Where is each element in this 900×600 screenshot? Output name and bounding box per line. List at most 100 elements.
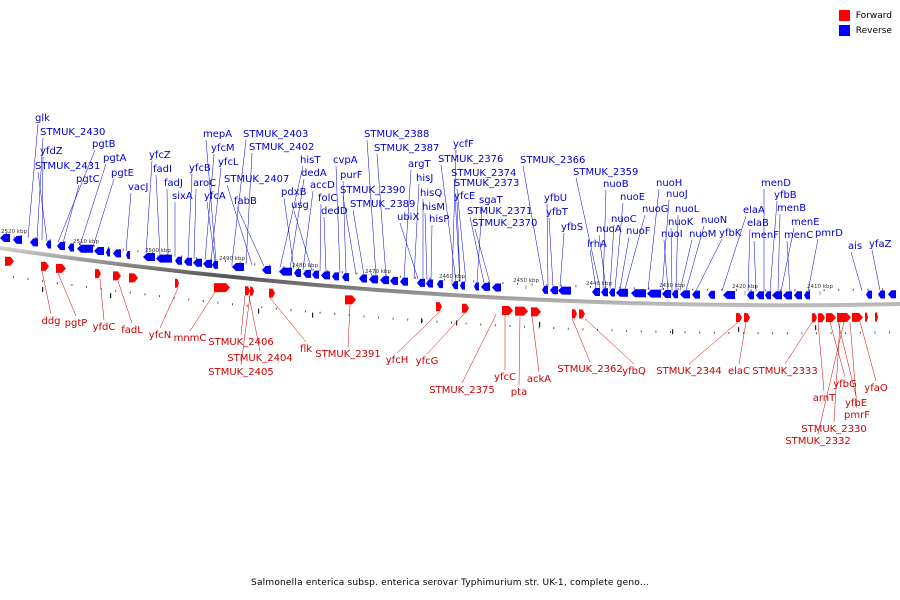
reverse-leader xyxy=(546,203,549,287)
forward-gene-label: arnT xyxy=(813,393,836,404)
reverse-gene-label: nuoE xyxy=(620,192,645,203)
reverse-leader xyxy=(319,203,322,272)
reverse-gene-label: nuoG xyxy=(642,204,669,215)
minor-tick xyxy=(258,308,260,314)
forward-leader xyxy=(347,304,351,348)
forward-gene-label: STMUK_2344 xyxy=(656,366,721,377)
forward-gene-arrow xyxy=(865,312,868,322)
reverse-leader xyxy=(92,178,115,247)
forward-gene-arrow xyxy=(852,312,863,322)
minor-tick xyxy=(71,284,73,287)
legend-forward-label: Forward xyxy=(855,10,892,21)
reverse-leader xyxy=(609,224,615,289)
reverse-gene-label: STMUK_2370 xyxy=(472,218,537,229)
reverse-gene-arrow xyxy=(460,281,465,290)
minor-tick xyxy=(728,331,730,334)
reverse-gene-arrow xyxy=(369,275,378,284)
reverse-leader xyxy=(430,224,433,280)
reverse-leader xyxy=(453,178,461,282)
reverse-gene-label: pgtC xyxy=(76,174,100,185)
reverse-gene-label: STMUK_2388 xyxy=(364,129,429,140)
forward-gene-label: yfaO xyxy=(864,383,888,394)
reverse-leader xyxy=(598,234,607,289)
scale-label: 2470 kbp xyxy=(365,269,391,275)
reverse-gene-arrow xyxy=(481,282,490,291)
reverse-gene-label: hisM xyxy=(422,202,445,213)
reverse-leader xyxy=(293,210,313,271)
reverse-gene-label: ais xyxy=(848,241,862,252)
reverse-gene-label: aroC xyxy=(193,178,216,189)
minor-tick xyxy=(786,332,788,335)
reverse-leader xyxy=(226,184,253,266)
minor-tick xyxy=(42,286,44,292)
forward-gene-arrow xyxy=(175,278,179,288)
minor-tick xyxy=(305,310,306,313)
reverse-leader xyxy=(204,153,215,261)
reverse-gene-label: hisJ xyxy=(416,173,433,184)
forward-leader xyxy=(396,311,441,354)
reverse-leader xyxy=(777,213,781,292)
minor-tick xyxy=(801,332,803,335)
reverse-leader xyxy=(376,153,387,277)
forward-gene-arrow xyxy=(736,313,742,323)
reverse-leader xyxy=(413,183,420,279)
forward-gene-arrow xyxy=(95,269,101,279)
reverse-leader xyxy=(769,200,778,292)
forward-gene-arrow xyxy=(579,309,585,319)
reverse-gene-arrow xyxy=(631,289,646,298)
reverse-gene-label: folC xyxy=(318,193,337,204)
minor-tick xyxy=(713,331,715,334)
minor-tick xyxy=(86,286,87,289)
reverse-leader xyxy=(403,169,412,278)
minor-tick xyxy=(465,322,467,325)
forward-leader xyxy=(189,292,216,332)
reverse-gene-label: yfbK xyxy=(719,228,742,239)
minor-tick xyxy=(275,307,277,310)
reverse-gene-arrow xyxy=(647,289,661,298)
reverse-leader xyxy=(41,156,44,240)
minor-tick xyxy=(882,288,883,291)
minor-tick xyxy=(392,317,394,320)
reverse-gene-label: yfaZ xyxy=(869,239,892,250)
reverse-gene-label: menE xyxy=(791,217,820,228)
reverse-leader xyxy=(522,165,545,287)
reverse-gene-label: STMUK_2387 xyxy=(374,143,439,154)
forward-leader xyxy=(99,278,105,321)
minor-tick xyxy=(721,288,723,291)
forward-gene-label: yfdC xyxy=(93,322,116,333)
minor-tick xyxy=(874,331,876,334)
reverse-gene-label: hisT xyxy=(300,155,321,166)
minor-tick xyxy=(27,277,29,280)
minor-tick xyxy=(436,320,438,323)
reverse-leader xyxy=(456,188,467,282)
reverse-gene-label: hisP xyxy=(429,214,449,225)
minor-tick xyxy=(757,332,759,335)
minor-tick xyxy=(677,288,679,291)
minor-tick xyxy=(736,289,737,292)
forward-gene-arrow xyxy=(345,295,356,305)
reverse-gene-arrow xyxy=(232,262,244,271)
forward-gene-label: elaC xyxy=(728,366,750,377)
reverse-gene-arrow xyxy=(765,291,771,300)
reverse-gene-arrow xyxy=(723,290,735,299)
minor-tick xyxy=(823,289,825,292)
reverse-gene-label: lrhA xyxy=(587,239,607,250)
reverse-leader xyxy=(575,177,601,289)
scale-label: 2520 kbp xyxy=(1,229,27,235)
reverse-gene-arrow xyxy=(452,281,458,290)
reverse-leader xyxy=(399,222,419,279)
reverse-leader xyxy=(661,199,670,290)
reverse-leader xyxy=(125,192,132,252)
reverse-leader xyxy=(193,188,197,259)
forward-gene-arrow xyxy=(56,263,66,273)
reverse-gene-label: yfbT xyxy=(546,207,569,218)
reverse-leader xyxy=(37,171,48,241)
reverse-leader xyxy=(145,160,153,254)
genome-backbone xyxy=(0,246,900,308)
minor-tick xyxy=(684,331,686,334)
reverse-leader xyxy=(589,249,597,289)
forward-leader xyxy=(240,295,251,366)
reverse-gene-label: accD xyxy=(310,180,335,191)
reverse-leader xyxy=(807,238,819,292)
minor-tick xyxy=(268,264,270,267)
